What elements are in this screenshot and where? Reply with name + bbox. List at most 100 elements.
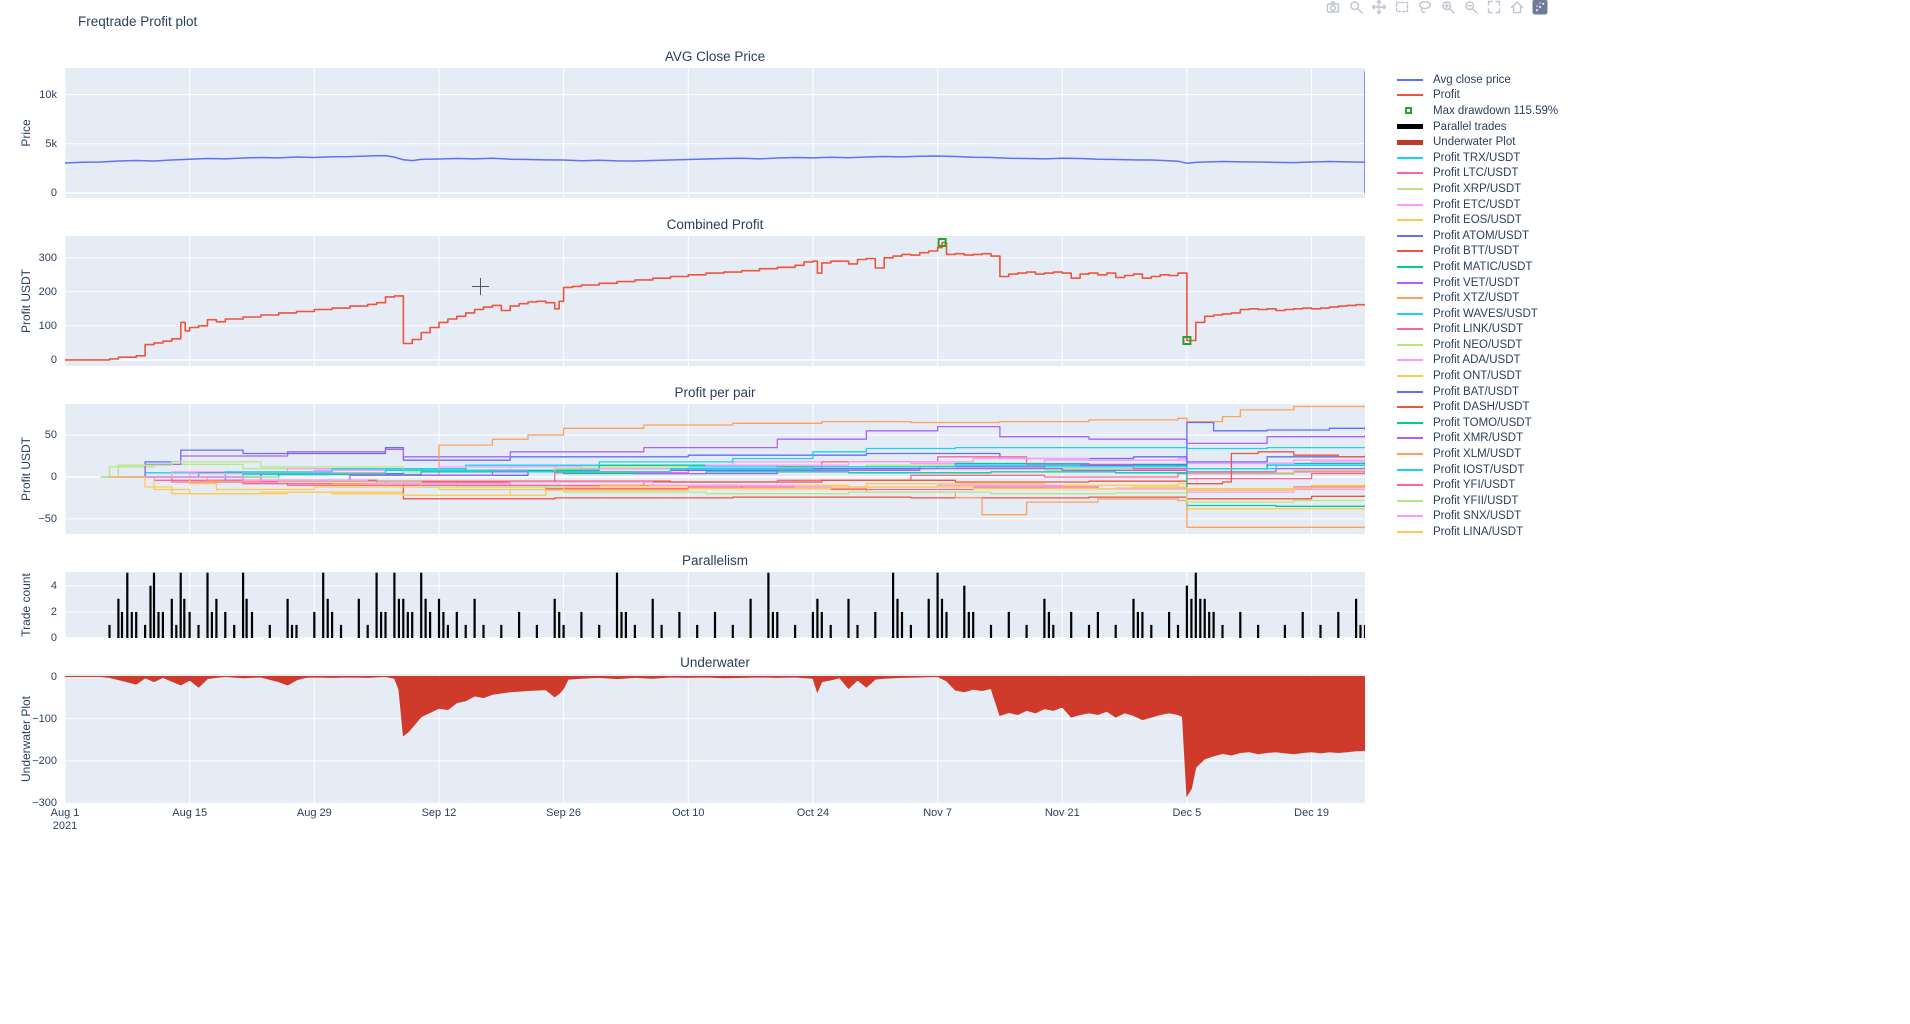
legend-item[interactable]: Profit DASH/USDT bbox=[1397, 399, 1558, 415]
x-tick-label: Aug 15 bbox=[172, 807, 208, 819]
y-tick-label: 0 bbox=[50, 632, 57, 644]
avg-close-price-plot-area[interactable] bbox=[65, 68, 1365, 198]
y-tick-label: 2 bbox=[50, 605, 57, 618]
drawdown-square-marker-icon bbox=[1397, 107, 1428, 115]
y-axis-title-price: Price bbox=[19, 119, 33, 147]
y-tick-label: −300 bbox=[32, 797, 57, 810]
legend-item[interactable]: Profit ETC/USDT bbox=[1397, 197, 1558, 213]
legend-item[interactable]: Profit NEO/USDT bbox=[1397, 337, 1558, 353]
underwater-plot-area[interactable] bbox=[65, 674, 1365, 804]
legend-item[interactable]: Profit EOS/USDT bbox=[1397, 212, 1558, 228]
y-tick-label: 300 bbox=[38, 251, 57, 264]
legend-line-swatch-icon bbox=[1397, 78, 1428, 81]
legend-item[interactable]: Avg close price bbox=[1397, 72, 1558, 88]
subplot-title-underwater: Underwater bbox=[680, 655, 750, 670]
legend: Avg close price Profit Max drawdown 115.59… bbox=[1397, 72, 1558, 540]
autoscale-icon[interactable] bbox=[1486, 0, 1506, 15]
box-select-icon[interactable] bbox=[1394, 0, 1414, 15]
x-tick-label: Sep 26 bbox=[546, 807, 582, 819]
zoom-out-icon[interactable] bbox=[1463, 0, 1483, 15]
y-axis-title-profit-usdt-pairs: Profit USDT bbox=[19, 436, 33, 502]
legend-label: Profit IOST/USDT bbox=[1433, 463, 1525, 476]
zoom-icon[interactable] bbox=[1348, 0, 1368, 15]
legend-item[interactable]: Underwater Plot bbox=[1397, 134, 1558, 150]
legend-item[interactable]: Profit BTT/USDT bbox=[1397, 244, 1558, 260]
legend-label: Profit EOS/USDT bbox=[1433, 214, 1522, 227]
legend-item[interactable]: Profit BAT/USDT bbox=[1397, 384, 1558, 400]
plotly-figure: Freqtrade Profit plot AVG Close Price Pr… bbox=[19, 0, 1558, 832]
x-tick-label: Oct 10 bbox=[672, 807, 705, 819]
camera-icon[interactable] bbox=[1325, 0, 1345, 15]
subplot-profit-per-pair: Profit per pair Profit USDT −50 0 50 bbox=[19, 385, 1365, 534]
legend-label: Profit bbox=[1433, 89, 1460, 102]
legend-line-swatch-icon bbox=[1397, 172, 1428, 175]
reset-axes-icon[interactable] bbox=[1509, 0, 1529, 15]
legend-label: Profit XLM/USDT bbox=[1433, 448, 1522, 461]
legend-line-swatch-icon bbox=[1397, 297, 1428, 300]
legend-line-swatch-icon bbox=[1397, 94, 1428, 97]
parallelism-plot-area[interactable] bbox=[65, 572, 1365, 638]
legend-line-swatch-icon bbox=[1397, 531, 1428, 534]
y-tick-label: 0 bbox=[50, 470, 57, 483]
legend-item[interactable]: Parallel trades bbox=[1397, 119, 1558, 135]
legend-line-swatch-icon bbox=[1397, 359, 1428, 362]
legend-item[interactable]: Profit YFII/USDT bbox=[1397, 493, 1558, 509]
legend-item[interactable]: Max drawdown 115.59% bbox=[1397, 103, 1558, 119]
y-tick-label: 5k bbox=[45, 137, 57, 150]
legend-line-swatch-icon bbox=[1397, 453, 1428, 456]
y-tick-label: −200 bbox=[32, 754, 57, 767]
subplot-title-avg-close-price: AVG Close Price bbox=[664, 49, 766, 64]
legend-line-swatch-icon bbox=[1397, 219, 1428, 222]
legend-line-swatch-icon bbox=[1397, 468, 1428, 471]
legend-line-swatch-icon bbox=[1397, 437, 1428, 440]
legend-line-swatch-icon bbox=[1397, 328, 1428, 331]
y-axis-title-trade-count: Trade count bbox=[19, 573, 33, 637]
legend-line-swatch-icon bbox=[1397, 139, 1428, 145]
legend-item[interactable]: Profit VET/USDT bbox=[1397, 275, 1558, 291]
legend-label: Profit XMR/USDT bbox=[1433, 432, 1524, 445]
legend-item[interactable]: Profit XMR/USDT bbox=[1397, 431, 1558, 447]
legend-item[interactable]: Profit XTZ/USDT bbox=[1397, 290, 1558, 306]
y-tick-label: 50 bbox=[44, 429, 57, 442]
legend-line-swatch-icon bbox=[1397, 187, 1428, 190]
legend-item[interactable]: Profit LINA/USDT bbox=[1397, 524, 1558, 540]
legend-item[interactable]: Profit XRP/USDT bbox=[1397, 181, 1558, 197]
legend-item[interactable]: Profit SNX/USDT bbox=[1397, 509, 1558, 525]
profit-per-pair-plot-area[interactable] bbox=[65, 404, 1365, 534]
legend-item[interactable]: Profit ADA/USDT bbox=[1397, 353, 1558, 369]
legend-item[interactable]: Profit WAVES/USDT bbox=[1397, 306, 1558, 322]
pan-icon[interactable] bbox=[1371, 0, 1391, 15]
y-tick-label: 4 bbox=[50, 579, 57, 592]
y-axis-title-underwater-plot: Underwater Plot bbox=[19, 695, 33, 783]
zoom-in-icon[interactable] bbox=[1440, 0, 1460, 15]
legend-item[interactable]: Profit LTC/USDT bbox=[1397, 166, 1558, 182]
legend-label: Profit XTZ/USDT bbox=[1433, 292, 1520, 305]
subplot-title-combined-profit: Combined Profit bbox=[666, 217, 764, 232]
legend-label: Profit BTT/USDT bbox=[1433, 245, 1520, 258]
legend-item[interactable]: Profit LINK/USDT bbox=[1397, 322, 1558, 338]
legend-item[interactable]: Profit bbox=[1397, 88, 1558, 104]
legend-label: Parallel trades bbox=[1433, 120, 1507, 133]
legend-label: Profit LINK/USDT bbox=[1433, 323, 1524, 336]
y-tick-label: −100 bbox=[32, 712, 57, 725]
lasso-icon[interactable] bbox=[1417, 0, 1437, 15]
legend-label: Profit SNX/USDT bbox=[1433, 510, 1522, 523]
subplot-title-parallelism: Parallelism bbox=[681, 553, 749, 568]
legend-item[interactable]: Profit XLM/USDT bbox=[1397, 446, 1558, 462]
legend-item[interactable]: Profit TOMO/USDT bbox=[1397, 415, 1558, 431]
x-tick-label: Dec 5 bbox=[1172, 807, 1202, 819]
combined-profit-plot-area[interactable] bbox=[65, 236, 1365, 366]
legend-line-swatch-icon bbox=[1397, 390, 1428, 393]
legend-line-swatch-icon bbox=[1397, 515, 1428, 518]
legend-line-swatch-icon bbox=[1397, 250, 1428, 253]
y-tick-label: 100 bbox=[38, 319, 57, 332]
legend-line-swatch-icon bbox=[1397, 499, 1428, 502]
legend-item[interactable]: Profit IOST/USDT bbox=[1397, 462, 1558, 478]
y-tick-label: 0 bbox=[50, 670, 57, 683]
plotly-logo-icon[interactable] bbox=[1532, 0, 1552, 15]
legend-item[interactable]: Profit ONT/USDT bbox=[1397, 368, 1558, 384]
legend-item[interactable]: Profit MATIC/USDT bbox=[1397, 259, 1558, 275]
legend-item[interactable]: Profit TRX/USDT bbox=[1397, 150, 1558, 166]
legend-item[interactable]: Profit ATOM/USDT bbox=[1397, 228, 1558, 244]
legend-item[interactable]: Profit YFI/USDT bbox=[1397, 477, 1558, 493]
